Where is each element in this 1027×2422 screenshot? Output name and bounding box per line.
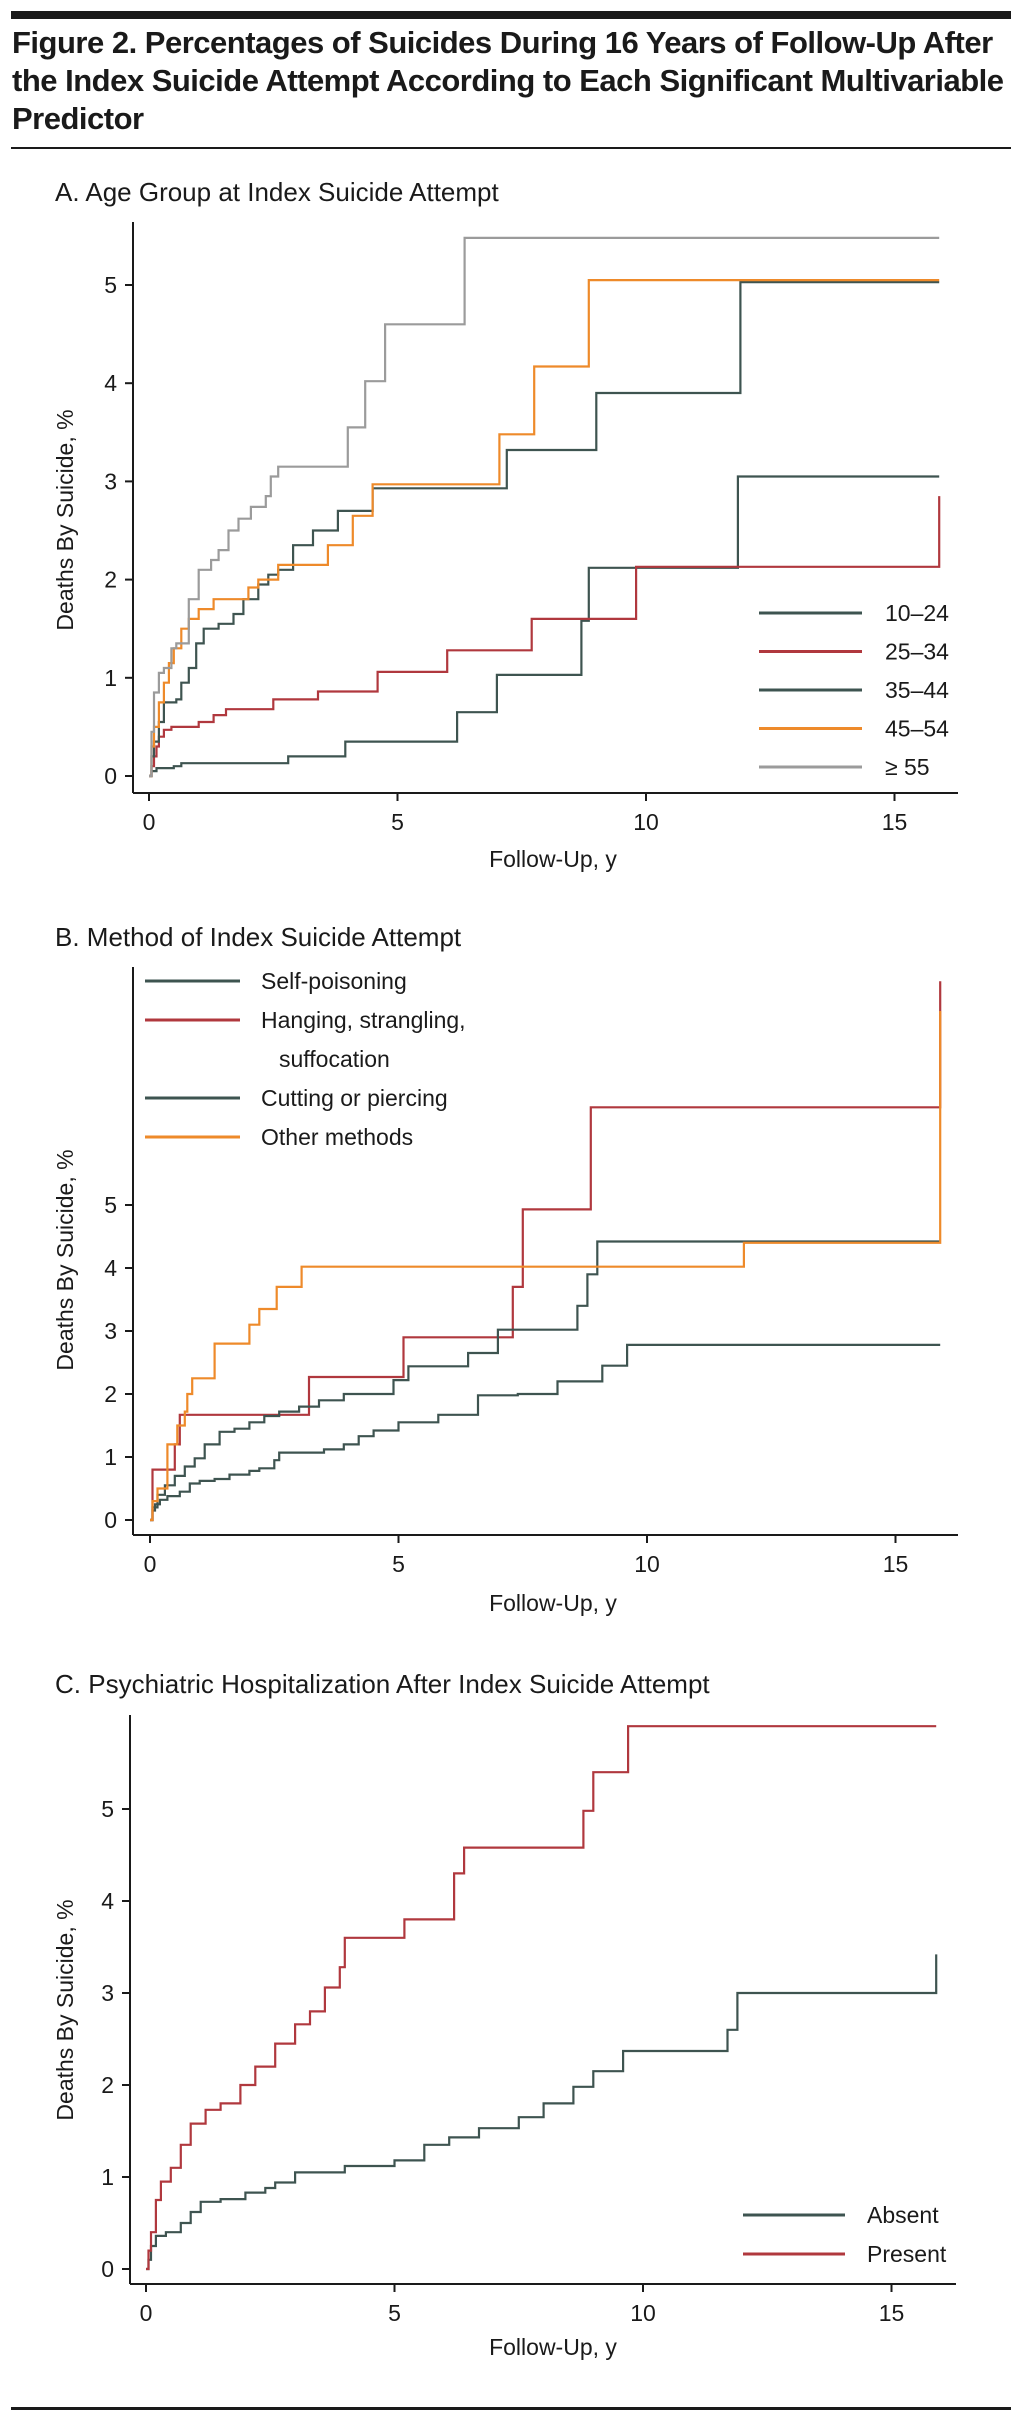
panel-b-x-tick-label: 10: [634, 1551, 660, 1577]
panel-a-legend-item-25-34: 25–34: [759, 639, 949, 665]
panel-a-x-tick-label: 15: [882, 809, 908, 835]
panel-b-x-axis-label: Follow-Up, y: [489, 1590, 617, 1616]
panel-a-series-25-34: [149, 496, 941, 778]
panel-a-ticks: 0 1 2 3 4 5 0 5 10 15: [104, 222, 958, 835]
panel-a-y-tick-label: 2: [104, 567, 117, 593]
panel-c-x-tick-label: 15: [879, 2300, 905, 2326]
panel-c-x-tick-label: 0: [140, 2300, 153, 2326]
panel-b-legend-item-cutting-or-piercing: Cutting or piercing: [145, 1085, 448, 1111]
panel-c-y-tick-label: 1: [101, 2164, 114, 2190]
panel-c-y-tick-label: 0: [101, 2256, 114, 2282]
panel-b-title: B. Method of Index Suicide Attempt: [55, 922, 462, 952]
panel-a-y-tick-label: 0: [104, 763, 117, 789]
panel-a-legend-label: 10–24: [885, 600, 949, 626]
panel-a-title: A. Age Group at Index Suicide Attempt: [55, 177, 499, 207]
panel-a-series-10-24: [149, 475, 940, 778]
panel-b-series-hanging-strangling-suffocation: [150, 981, 942, 1522]
panel-c-y-axis-label: Deaths By Suicide, %: [52, 1899, 78, 2120]
panel-a-age-group: A. Age Group at Index Suicide Attempt De…: [52, 177, 958, 872]
top-rule: [11, 11, 1011, 19]
panel-b-y-tick-label: 4: [104, 1255, 117, 1281]
panel-a-legend-item-35-44: 35–44: [759, 677, 949, 703]
panel-b-y-tick-label: 5: [104, 1192, 117, 1218]
panel-a-legend-label: 35–44: [885, 677, 949, 703]
panel-b-legend-label: Cutting or piercing: [261, 1085, 448, 1111]
panel-a-legend-item-10-24: 10–24: [759, 600, 949, 626]
panel-a-legend-label: ≥ 55: [885, 754, 930, 780]
panel-c-y-tick-label: 3: [101, 1980, 114, 2006]
panel-a-y-tick-label: 4: [104, 370, 117, 396]
panel-b-x-tick-label: 15: [883, 1551, 909, 1577]
panel-a-y-tick-label: 3: [104, 468, 117, 494]
panel-b-series-cutting-or-piercing: [150, 1240, 941, 1522]
panel-a-y-tick-label: 1: [104, 665, 117, 691]
panel-b-series-self-poisoning: [150, 1343, 941, 1522]
panel-c-x-tick-label: 5: [388, 2300, 401, 2326]
panel-b-method: B. Method of Index Suicide Attempt Death…: [52, 922, 958, 1616]
panel-a-x-tick-label: 0: [143, 809, 156, 835]
panel-b-legend-label: Hanging, strangling,: [261, 1007, 466, 1033]
panel-c-series-absent: [146, 1954, 938, 2271]
panel-c-ticks: 0 1 2 3 4 5 0 5 10 15: [101, 1715, 956, 2326]
panel-b-legend-label: Other methods: [261, 1124, 413, 1150]
panel-c-legend-label: Absent: [867, 2202, 939, 2228]
panel-b-legend-item-hanging-strangling-suffocation: Hanging, strangling, suffocation: [145, 1007, 466, 1072]
panel-a-series-35-44: [149, 281, 940, 778]
panel-c-title: C. Psychiatric Hospitalization After Ind…: [55, 1669, 710, 1699]
panel-b-legend-label: suffocation: [279, 1046, 390, 1072]
panel-c-legend: Absent Present: [743, 2202, 947, 2267]
panel-b-y-tick-label: 2: [104, 1381, 117, 1407]
panel-a-legend: 10–24 25–34 35–44 45–54 ≥ 55: [759, 600, 949, 780]
panel-a-series: [149, 236, 941, 778]
panel-b-legend-item-other-methods: Other methods: [145, 1124, 413, 1150]
panel-b-legend-item-self-poisoning: Self-poisoning: [145, 968, 407, 994]
panel-b-y-tick-label: 1: [104, 1444, 117, 1470]
panel-c-y-tick-label: 2: [101, 2072, 114, 2098]
panel-c-series-present: [146, 1725, 937, 2271]
panel-b-y-tick-label: 0: [104, 1507, 117, 1533]
bottom-rule: [11, 2407, 1011, 2410]
panel-a-x-tick-label: 10: [633, 809, 659, 835]
panel-b-x-tick-label: 5: [392, 1551, 405, 1577]
panel-a-legend-item-55: ≥ 55: [759, 754, 930, 780]
panel-c-x-tick-label: 10: [630, 2300, 656, 2326]
panel-b-x-tick-label: 0: [144, 1551, 157, 1577]
panel-a-legend-label: 45–54: [885, 716, 949, 742]
panel-b-y-tick-label: 3: [104, 1318, 117, 1344]
panel-c-hospitalization: C. Psychiatric Hospitalization After Ind…: [52, 1669, 956, 2360]
panel-c-series: [146, 1725, 938, 2271]
panel-a-series-45-54: [149, 279, 940, 778]
panel-c-x-axis-label: Follow-Up, y: [489, 2334, 617, 2360]
panel-c-legend-item-absent: Absent: [743, 2202, 939, 2228]
panel-b-y-axis-label: Deaths By Suicide, %: [52, 1149, 78, 1370]
panel-b-legend: Self-poisoning Hanging, strangling, suffoc…: [145, 968, 466, 1150]
panel-b-legend-label: Self-poisoning: [261, 968, 407, 994]
figure-title: Figure 2. Percentages of Suicides During…: [12, 25, 1004, 136]
panel-a-series-55: [149, 236, 940, 778]
panel-a-x-axis-label: Follow-Up, y: [489, 846, 617, 872]
panel-c-legend-label: Present: [867, 2241, 947, 2267]
title-divider: [11, 147, 1011, 149]
panel-b-series: [150, 981, 942, 1522]
panel-c-y-tick-label: 5: [101, 1796, 114, 1822]
panel-a-y-tick-label: 5: [104, 272, 117, 298]
panel-a-x-tick-label: 5: [391, 809, 404, 835]
panel-b-ticks: 0 1 2 3 4 5 0 5 10 15: [104, 967, 958, 1577]
panel-a-legend-item-45-54: 45–54: [759, 716, 949, 742]
panel-c-legend-item-present: Present: [743, 2241, 947, 2267]
panel-a-legend-label: 25–34: [885, 639, 949, 665]
panel-a-y-axis-label: Deaths By Suicide, %: [52, 409, 78, 630]
panel-b-series-other-methods: [150, 1011, 942, 1522]
panel-c-y-tick-label: 4: [101, 1888, 114, 1914]
